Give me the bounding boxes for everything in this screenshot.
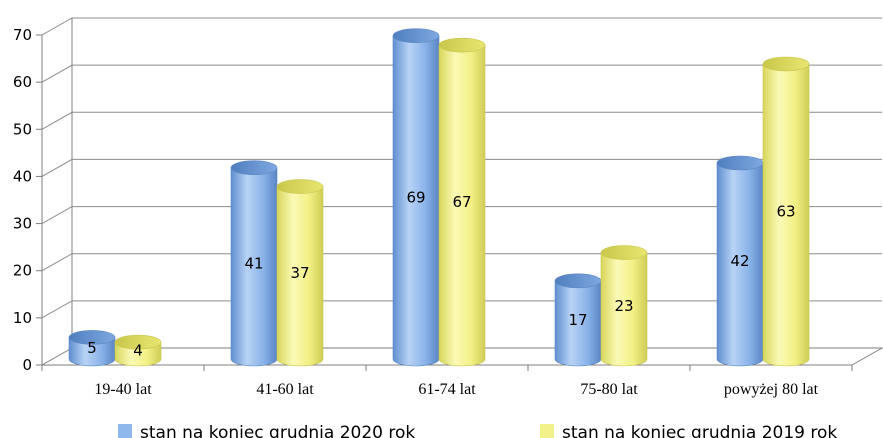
bar [600,245,648,367]
legend-label: stan na koniec grudnia 2019 rok [562,423,837,438]
y-tick-label: 20 [13,262,32,280]
bar [276,179,324,367]
y-axis-ticks: 0 10 20 30 40 50 60 70 [13,26,42,374]
data-label: 37 [290,264,309,282]
data-label: 63 [776,203,795,221]
bar [762,56,810,367]
data-label: 41 [244,254,263,272]
y-tick-label: 40 [13,167,32,185]
legend-label: stan na koniec grudnia 2020 rok [140,423,415,438]
data-label: 67 [452,193,471,211]
bar [438,37,486,367]
y-tick-label: 70 [13,26,32,44]
bar [392,28,440,367]
y-tick-label: 0 [22,356,32,374]
x-tick-label: 41-60 lat [256,381,314,398]
legend-swatch [540,424,554,438]
bar [554,273,602,367]
data-label: 23 [614,297,633,315]
bar [68,330,116,367]
bar [230,160,278,367]
axes [41,18,883,371]
bar [716,155,764,367]
legend: stan na koniec grudnia 2020 rok stan na k… [118,423,837,438]
data-label: 17 [568,311,587,329]
bar [114,334,162,367]
data-label: 42 [730,252,749,270]
legend-swatch [118,424,132,438]
x-tick-label: powyżej 80 lat [724,381,819,398]
y-tick-label: 60 [13,73,32,91]
y-tick-label: 50 [13,120,32,138]
x-tick-label: 75-80 lat [580,381,638,398]
x-tick-label: 19-40 lat [94,381,152,398]
x-tick-label: 61-74 lat [418,381,476,398]
data-label: 69 [406,188,425,206]
x-axis-labels: 19-40 lat 41-60 lat 61-74 lat 75-80 lat powy… [94,381,818,398]
y-tick-label: 10 [13,309,32,327]
data-label: 4 [133,342,143,360]
y-tick-label: 30 [13,215,32,233]
bars: 5 4 41 37 69 67 17 23 42 63 [68,28,810,367]
data-label: 5 [87,339,97,357]
gridline [41,17,882,36]
